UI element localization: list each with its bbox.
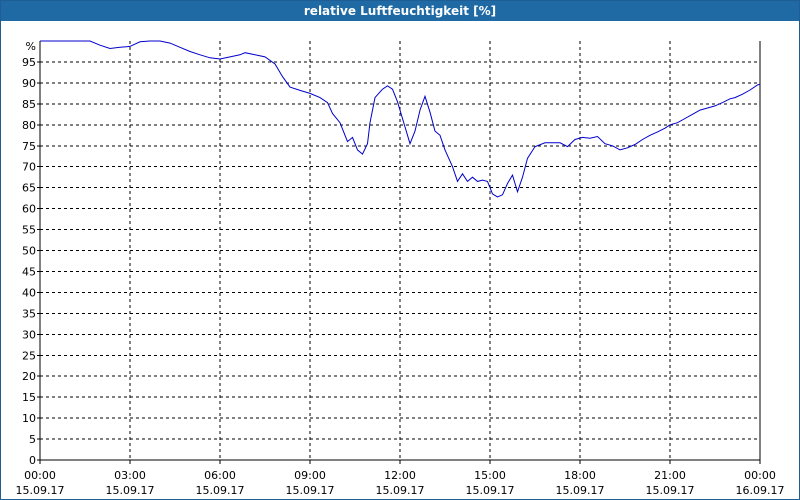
x-tick-date-5: 15.09.17 — [466, 484, 515, 497]
y-unit-label: % — [26, 40, 36, 53]
series-line-0 — [40, 40, 761, 198]
y-tick-90: 90 — [22, 77, 36, 90]
x-tick-time-4: 12:00 — [384, 469, 416, 482]
axes — [37, 41, 761, 464]
y-axis-tick-labels: 0 5 10 15 20 25 30 35 40 45 50 55 60 65 70 75 80 85 90 95% — [22, 40, 36, 467]
y-tick-55: 55 — [22, 224, 36, 237]
y-tick-80: 80 — [22, 119, 36, 132]
x-tick-time-8: 00:00 — [744, 469, 776, 482]
y-tick-65: 65 — [22, 182, 36, 195]
y-tick-95: 95 — [22, 56, 36, 69]
y-tick-50: 50 — [22, 245, 36, 258]
y-tick-60: 60 — [22, 203, 36, 216]
y-tick-25: 25 — [22, 349, 36, 362]
x-tick-date-8: 16.09.17 — [736, 484, 785, 497]
series-layer — [40, 40, 761, 198]
y-tick-15: 15 — [22, 391, 36, 404]
x-tick-date-2: 15.09.17 — [196, 484, 245, 497]
x-tick-date-6: 15.09.17 — [556, 484, 605, 497]
x-tick-time-1: 03:00 — [114, 469, 146, 482]
y-tick-35: 35 — [22, 307, 36, 320]
chart-title: relative Luftfeuchtigkeit [%] — [1, 1, 799, 21]
x-tick-time-3: 09:00 — [294, 469, 326, 482]
y-tick-70: 70 — [22, 161, 36, 174]
x-tick-date-4: 15.09.17 — [376, 484, 425, 497]
x-tick-date-7: 15.09.17 — [646, 484, 695, 497]
x-axis-tick-labels: 00:00 15.09.17 03:00 15.09.17 06:00 15.09.17 0… — [16, 469, 785, 497]
y-tick-85: 85 — [22, 98, 36, 111]
y-tick-0: 0 — [29, 454, 36, 467]
y-tick-5: 5 — [29, 433, 36, 446]
y-tick-20: 20 — [22, 370, 36, 383]
x-tick-time-5: 15:00 — [474, 469, 506, 482]
y-tick-30: 30 — [22, 328, 36, 341]
y-tick-40: 40 — [22, 286, 36, 299]
x-tick-time-7: 21:00 — [654, 469, 686, 482]
y-tick-75: 75 — [22, 140, 36, 153]
y-tick-10: 10 — [22, 412, 36, 425]
grid-lines — [40, 41, 760, 460]
x-tick-date-3: 15.09.17 — [286, 484, 335, 497]
x-tick-time-0: 00:00 — [24, 469, 56, 482]
x-tick-time-2: 06:00 — [204, 469, 236, 482]
x-tick-time-6: 18:00 — [564, 469, 596, 482]
x-tick-date-1: 15.09.17 — [106, 484, 155, 497]
x-tick-date-0: 15.09.17 — [16, 484, 65, 497]
y-tick-45: 45 — [22, 265, 36, 278]
